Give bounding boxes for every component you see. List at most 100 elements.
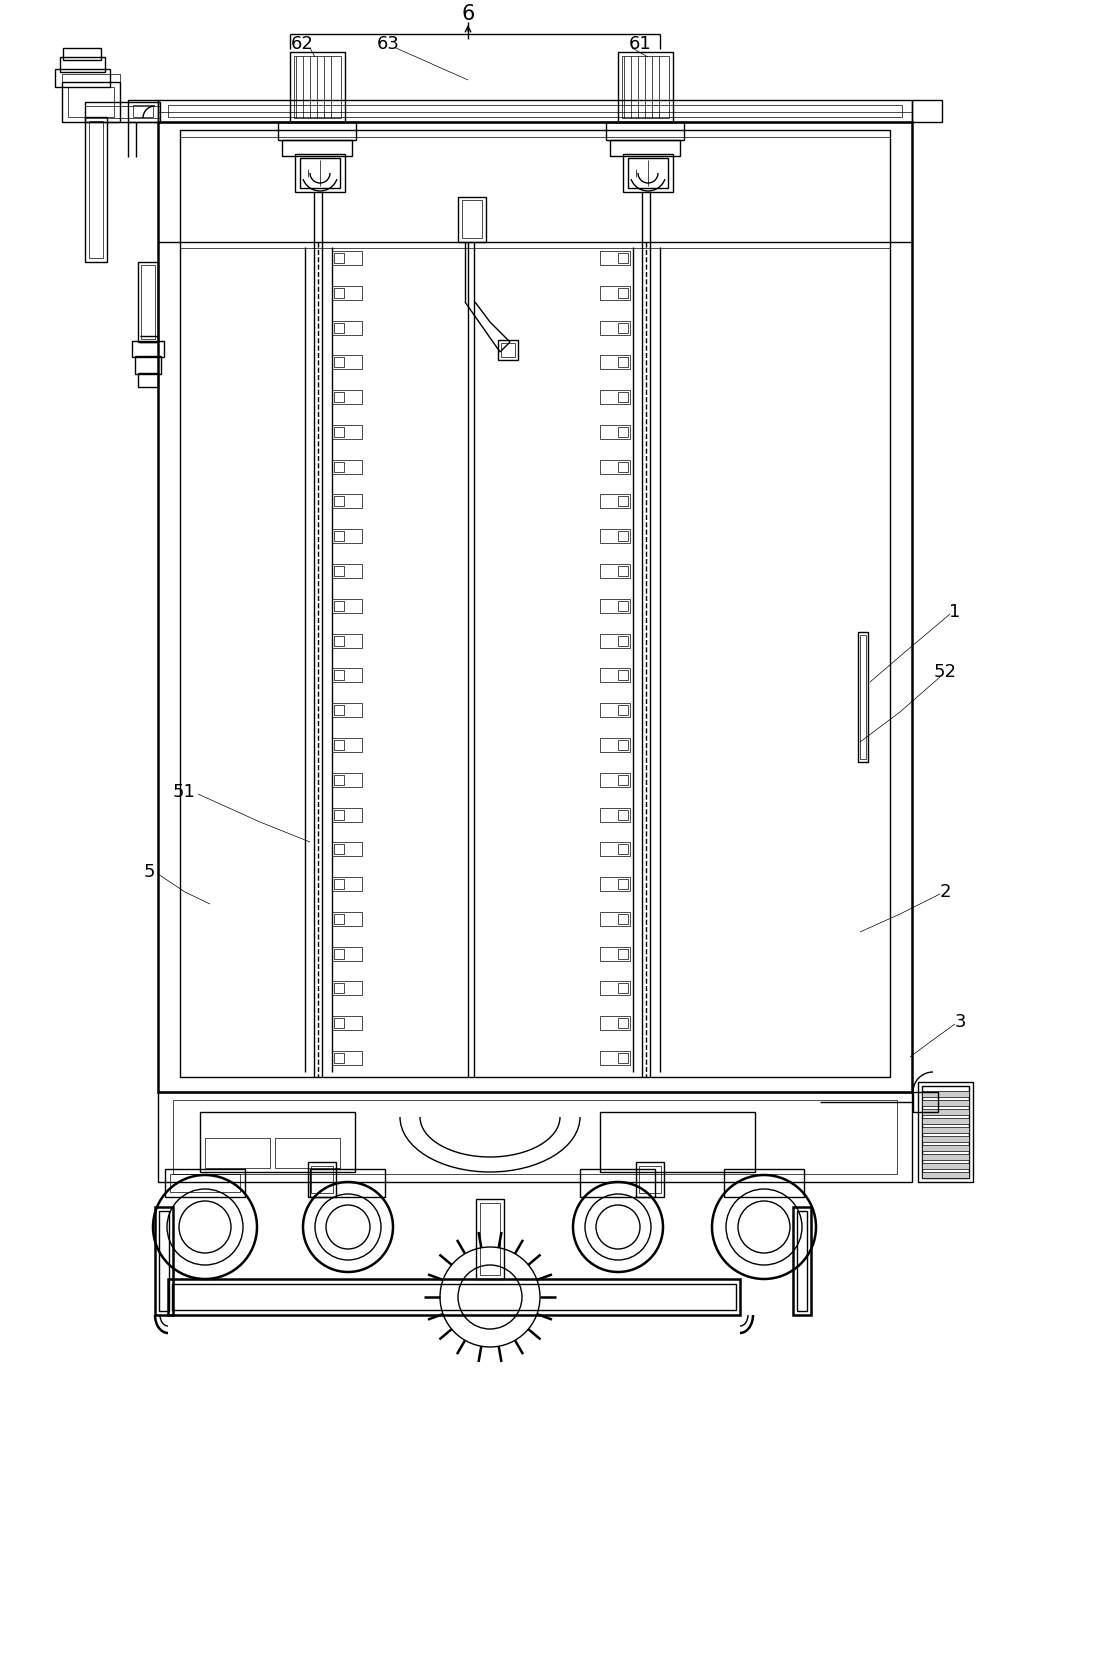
Bar bbox=[618, 740, 628, 750]
Bar bbox=[128, 100, 158, 121]
Bar bbox=[922, 1100, 969, 1105]
Bar bbox=[332, 598, 363, 613]
Bar bbox=[922, 1172, 969, 1178]
Bar bbox=[600, 425, 631, 439]
Bar bbox=[332, 286, 363, 299]
Bar bbox=[622, 57, 669, 118]
Bar bbox=[858, 632, 868, 761]
Bar bbox=[133, 105, 153, 116]
Bar bbox=[600, 947, 631, 961]
Bar bbox=[295, 155, 345, 193]
Bar bbox=[158, 1092, 912, 1182]
Bar bbox=[334, 984, 344, 994]
Bar bbox=[334, 288, 344, 297]
Bar bbox=[332, 843, 363, 856]
Bar bbox=[618, 1054, 628, 1064]
Bar bbox=[334, 949, 344, 959]
Bar bbox=[600, 878, 631, 891]
Bar bbox=[62, 81, 120, 121]
Bar bbox=[636, 1162, 664, 1197]
Bar bbox=[912, 100, 942, 121]
Bar bbox=[332, 808, 363, 821]
Bar bbox=[618, 567, 628, 577]
Bar bbox=[334, 357, 344, 367]
Bar bbox=[600, 808, 631, 821]
Bar bbox=[62, 75, 120, 81]
Bar bbox=[618, 844, 628, 854]
Bar bbox=[332, 563, 363, 578]
Bar bbox=[132, 341, 163, 357]
Bar bbox=[334, 670, 344, 680]
Bar bbox=[600, 529, 631, 543]
Bar bbox=[606, 121, 684, 140]
Bar bbox=[332, 633, 363, 648]
Bar bbox=[618, 705, 628, 715]
Text: 63: 63 bbox=[377, 35, 399, 53]
Bar bbox=[334, 879, 344, 889]
Bar bbox=[334, 462, 344, 472]
Bar bbox=[502, 342, 515, 357]
Text: 6: 6 bbox=[461, 3, 475, 23]
Bar bbox=[476, 1198, 504, 1280]
Bar bbox=[600, 668, 631, 683]
Bar bbox=[600, 912, 631, 926]
Bar bbox=[618, 809, 628, 819]
Bar bbox=[600, 773, 631, 786]
Bar bbox=[158, 121, 912, 1092]
Bar bbox=[600, 738, 631, 751]
Bar bbox=[618, 914, 628, 924]
Bar bbox=[332, 356, 363, 369]
Bar bbox=[334, 705, 344, 715]
Bar bbox=[332, 251, 363, 264]
Bar bbox=[332, 1050, 363, 1065]
Bar bbox=[334, 1019, 344, 1029]
Bar bbox=[170, 1173, 240, 1192]
Bar bbox=[610, 140, 681, 156]
Bar bbox=[334, 809, 344, 819]
Bar bbox=[797, 1212, 807, 1311]
Bar bbox=[919, 1082, 973, 1182]
Bar bbox=[173, 1100, 897, 1173]
Bar bbox=[618, 322, 628, 332]
Bar bbox=[168, 1280, 739, 1315]
Bar bbox=[282, 140, 353, 156]
Bar bbox=[600, 598, 631, 613]
Bar bbox=[600, 563, 631, 578]
Text: 52: 52 bbox=[933, 663, 956, 681]
Bar bbox=[618, 670, 628, 680]
Bar bbox=[458, 198, 486, 243]
Bar bbox=[922, 1109, 969, 1115]
Bar bbox=[480, 1203, 500, 1275]
Bar bbox=[860, 635, 866, 760]
Bar bbox=[89, 121, 103, 258]
Bar bbox=[618, 532, 628, 542]
Bar bbox=[618, 52, 673, 121]
Bar bbox=[141, 264, 155, 339]
Bar bbox=[332, 947, 363, 961]
Bar bbox=[332, 391, 363, 404]
Bar bbox=[332, 982, 363, 996]
Bar bbox=[85, 116, 107, 263]
Bar bbox=[618, 427, 628, 437]
Bar bbox=[334, 740, 344, 750]
Bar bbox=[334, 427, 344, 437]
Bar bbox=[308, 1162, 336, 1197]
Bar bbox=[332, 495, 363, 509]
Text: 3: 3 bbox=[954, 1014, 965, 1030]
Bar bbox=[618, 497, 628, 507]
Text: 51: 51 bbox=[172, 783, 195, 801]
Bar bbox=[618, 357, 628, 367]
Bar bbox=[600, 1050, 631, 1065]
Text: 1: 1 bbox=[950, 603, 961, 622]
Bar bbox=[180, 130, 890, 1077]
Bar bbox=[332, 738, 363, 751]
Bar bbox=[600, 1015, 631, 1030]
Bar bbox=[618, 774, 628, 784]
Bar bbox=[922, 1085, 969, 1178]
Bar bbox=[913, 1092, 939, 1112]
Bar bbox=[60, 57, 105, 71]
Bar bbox=[618, 253, 628, 263]
Bar bbox=[618, 392, 628, 402]
Bar bbox=[922, 1163, 969, 1168]
Bar bbox=[138, 372, 158, 387]
